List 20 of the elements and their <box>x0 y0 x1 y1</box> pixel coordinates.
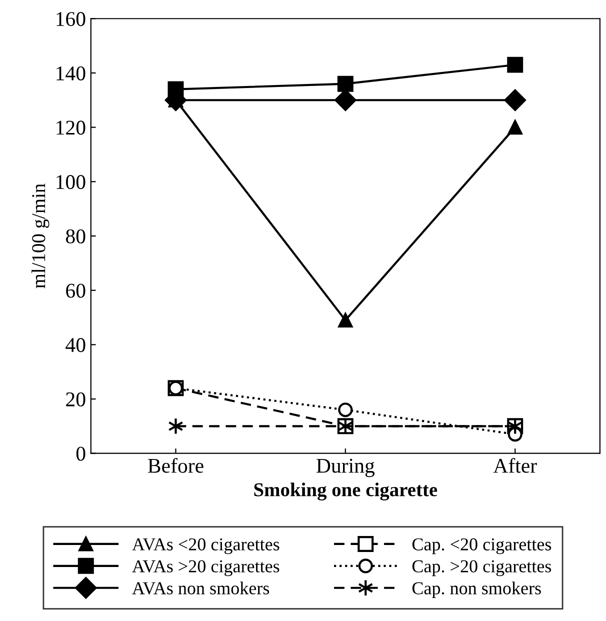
legend-label: Cap. >20 cigarettes <box>412 560 552 576</box>
y-tick-label: 0 <box>76 446 86 461</box>
y-tick-label: 60 <box>66 284 86 298</box>
x-axis-title: Smoking one cigarette <box>254 482 438 500</box>
legend-label: AVAs non smokers <box>132 582 270 594</box>
legend-label: AVAs >20 cigarettes <box>132 560 280 576</box>
legend-label: AVAs <20 cigarettes <box>132 538 280 554</box>
y-tick-label: 100 <box>56 175 86 190</box>
x-tick-label: Before <box>148 458 204 473</box>
y-tick-label: 120 <box>56 120 86 135</box>
y-tick-label: 40 <box>66 338 86 352</box>
y-tick-label: 80 <box>66 229 86 244</box>
y-tick-label: 160 <box>56 12 86 26</box>
y-tick-label: 140 <box>56 66 86 80</box>
legend-label: Cap. <20 cigarettes <box>412 538 552 554</box>
y-tick-label: 20 <box>66 392 86 406</box>
x-tick-label: After <box>493 458 537 473</box>
legend-label: Cap. non smokers <box>412 582 541 598</box>
y-axis-title: ml/100 g/min <box>32 184 50 288</box>
x-tick-label: During <box>316 458 375 478</box>
